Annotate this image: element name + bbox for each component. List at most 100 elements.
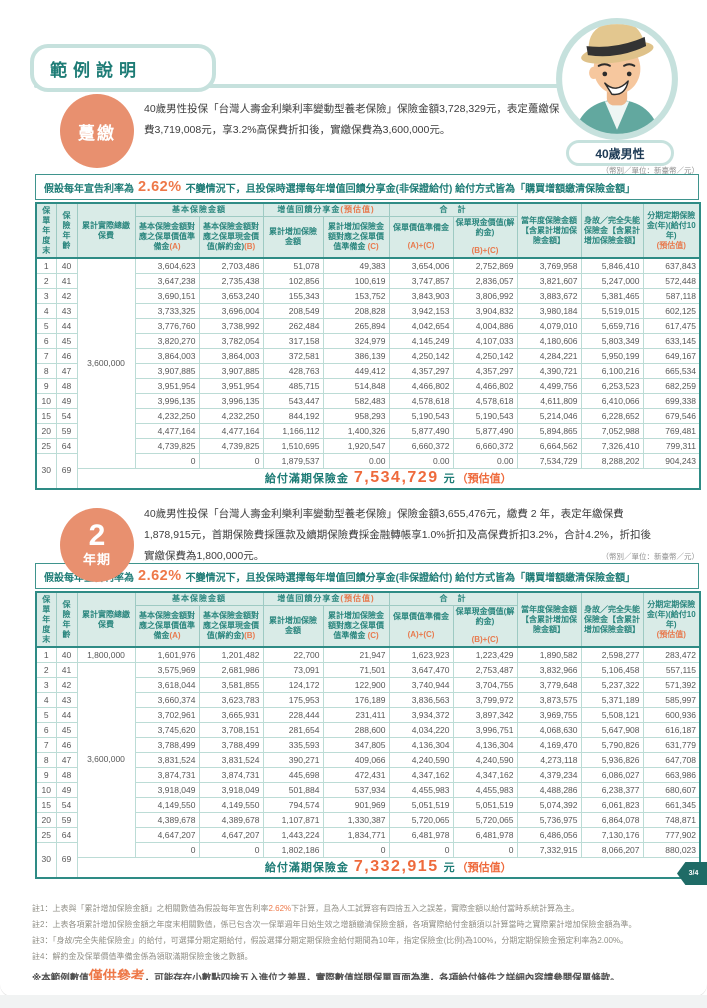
cell-value: 4,389,678 bbox=[198, 812, 264, 828]
cell-age: 42 bbox=[55, 288, 78, 304]
cell-value: 3,904,832 bbox=[452, 303, 518, 319]
cell-policy-year: 3 bbox=[35, 677, 57, 693]
cell-value: 1,802,186 bbox=[262, 842, 324, 858]
cell-value: 582,483 bbox=[322, 393, 390, 409]
cell-age: 48 bbox=[55, 767, 78, 783]
cell-value: 1,223,429 bbox=[452, 646, 518, 663]
cell-value: 0 bbox=[198, 842, 264, 858]
cell-value: 6,253,523 bbox=[580, 378, 644, 394]
table-row: 6 45 3,820,270 3,782,054 317,158 324,979 4,145… bbox=[35, 333, 701, 349]
cell-value: 3,604,623 bbox=[134, 257, 200, 274]
cell-age: 49 bbox=[55, 782, 78, 798]
table-row: 9 48 3,874,731 3,874,731 445,698 472,431 4,347… bbox=[35, 767, 701, 783]
cell-value: 335,593 bbox=[262, 737, 324, 753]
male-40-avatar-icon bbox=[556, 18, 678, 140]
cell-value: 472,431 bbox=[322, 767, 390, 783]
cell-value: 4,466,802 bbox=[388, 378, 454, 394]
cell-value: 958,293 bbox=[322, 408, 390, 424]
cell-value: 4,034,220 bbox=[388, 722, 454, 738]
cell-policy-year: 1 bbox=[35, 646, 57, 663]
table-row: 2 41 3,600,000 3,575,969 2,681,986 73,091 71,5… bbox=[35, 662, 701, 858]
cell-value: 3,934,372 bbox=[388, 707, 454, 723]
cell-value: 372,581 bbox=[262, 348, 324, 364]
col-header-policy-year-end: 保單年度末 bbox=[35, 202, 57, 259]
cell-value: 5,190,543 bbox=[452, 408, 518, 424]
cell-value: 4,180,606 bbox=[516, 333, 582, 349]
cell-value: 0 bbox=[322, 842, 390, 858]
cell-value: 602,125 bbox=[642, 303, 701, 319]
cell-value: 3,776,760 bbox=[134, 318, 200, 334]
cell-value: 3,799,972 bbox=[452, 692, 518, 708]
accent-text: 2.62% bbox=[268, 904, 292, 913]
col-header-insured-age: 保險年齡 bbox=[55, 202, 78, 259]
cell-value: 4,149,550 bbox=[198, 797, 264, 813]
cell-value: 4,739,825 bbox=[198, 438, 264, 454]
cell-value: 3,806,992 bbox=[452, 288, 518, 304]
cell-value: 283,472 bbox=[642, 646, 701, 663]
cell-value: 3,996,751 bbox=[452, 722, 518, 738]
cell-age: 46 bbox=[55, 348, 78, 364]
currency-note: （幣別／單位：新臺幣／元） bbox=[601, 552, 700, 561]
col-header: 當年度保險金額【含累計增加保險金額】 bbox=[516, 202, 582, 259]
cell-value: 4,107,033 bbox=[452, 333, 518, 349]
cell-policy-year: 4 bbox=[35, 692, 57, 708]
cell-value: 4,284,221 bbox=[516, 348, 582, 364]
cell-value: 1,834,771 bbox=[322, 827, 390, 843]
cell-value: 571,392 bbox=[642, 677, 701, 693]
cell-value: 288,600 bbox=[322, 722, 390, 738]
benefit-table-single-pay: 保單年度末 保險年齡 累計實際總繳保費 基本保險金額 增值回饋分享金(預估值) 合 計當年… bbox=[35, 202, 702, 490]
cell-value: 3,831,524 bbox=[198, 752, 264, 768]
col-group-header: 基本保險金額 bbox=[134, 202, 264, 217]
cell-value: 572,448 bbox=[642, 273, 701, 289]
cell-value: 1,107,871 bbox=[262, 812, 324, 828]
cell-policy-year: 3 bbox=[35, 288, 57, 304]
cell-age: 69 bbox=[55, 842, 78, 878]
cell-value: 5,736,975 bbox=[516, 812, 582, 828]
cell-value: 3,653,240 bbox=[198, 288, 264, 304]
cell-value: 5,074,392 bbox=[516, 797, 582, 813]
cell-value: 0 bbox=[452, 842, 518, 858]
text-segment: ※本範例數值 bbox=[32, 973, 89, 984]
cell-value: 5,936,826 bbox=[580, 752, 644, 768]
cell-value: 5,051,519 bbox=[452, 797, 518, 813]
cell-value: 347,805 bbox=[322, 737, 390, 753]
cell-value: 6,664,562 bbox=[516, 438, 582, 454]
cell-value: 4,068,630 bbox=[516, 722, 582, 738]
cell-policy-year: 25 bbox=[35, 827, 57, 843]
cell-value: 799,311 bbox=[642, 438, 701, 454]
cell-value: 449,412 bbox=[322, 363, 390, 379]
page-title: 範例說明 bbox=[50, 60, 142, 80]
cell-value: 5,371,189 bbox=[580, 692, 644, 708]
maturity-unit: 元 bbox=[443, 861, 455, 874]
cell-policy-year: 1 bbox=[35, 257, 57, 274]
cell-value: 3,704,755 bbox=[452, 677, 518, 693]
estimate-tag: (預估值) bbox=[340, 594, 375, 603]
cell-age: 64 bbox=[55, 438, 78, 454]
cell-value: 5,720,065 bbox=[388, 812, 454, 828]
cell-value: 3,918,049 bbox=[134, 782, 200, 798]
cell-value: 22,700 bbox=[262, 646, 324, 663]
col-header: 身故／完全失能保險金【含累計增加保險金額】 bbox=[580, 202, 644, 259]
cell-value: 3,665,931 bbox=[198, 707, 264, 723]
cell-value: 3,873,575 bbox=[516, 692, 582, 708]
cell-value: 6,228,652 bbox=[580, 408, 644, 424]
cell-value: 4,136,304 bbox=[452, 737, 518, 753]
cell-value: 617,475 bbox=[642, 318, 701, 334]
formula-tag: (B)+(C) bbox=[471, 246, 499, 255]
cell-value: 4,169,470 bbox=[516, 737, 582, 753]
cell-policy-year: 6 bbox=[35, 333, 57, 349]
cell-policy-year: 9 bbox=[35, 767, 57, 783]
cell-value: 2,681,986 bbox=[198, 662, 264, 678]
cell-value: 409,066 bbox=[322, 752, 390, 768]
cell-value: 4,357,297 bbox=[452, 363, 518, 379]
cell-value: 49,383 bbox=[322, 257, 390, 274]
cell-cumulative-premium: 3,600,000 bbox=[76, 662, 136, 858]
cell-value: 4,578,618 bbox=[452, 393, 518, 409]
cell-value: 4,477,164 bbox=[134, 423, 200, 439]
cell-policy-year: 5 bbox=[35, 318, 57, 334]
cell-value: 3,660,374 bbox=[134, 692, 200, 708]
cell-value: 6,864,078 bbox=[580, 812, 644, 828]
cell-value: 4,250,142 bbox=[452, 348, 518, 364]
cell-value: 176,189 bbox=[322, 692, 390, 708]
